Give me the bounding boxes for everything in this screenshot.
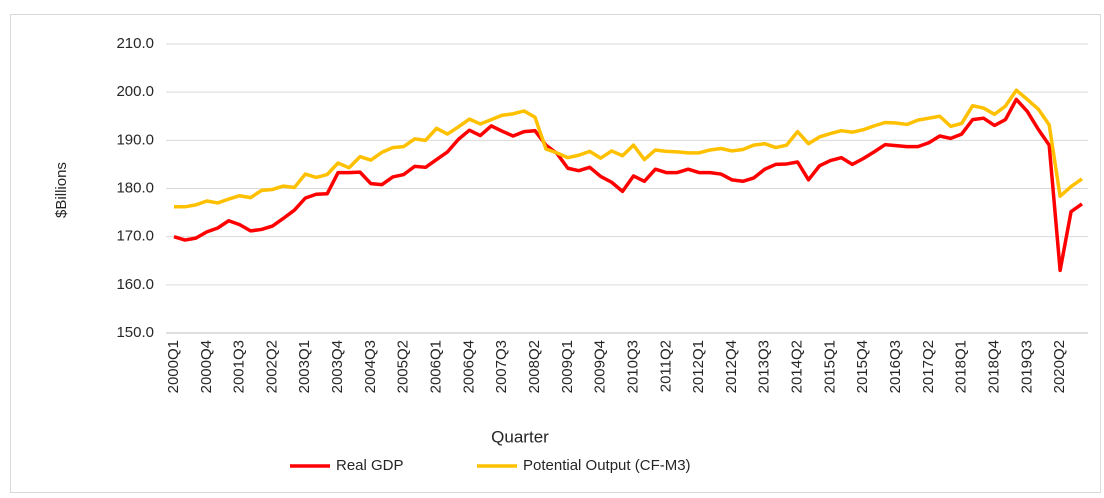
y-tick-label: 160.0 [116,276,154,293]
x-tick-label: 2006Q4 [460,340,477,393]
x-tick-label: 2001Q3 [231,340,248,393]
x-tick-label: 2012Q4 [723,340,740,393]
x-tick-label: 2003Q1 [296,340,313,393]
x-tick-label: 2013Q3 [756,340,773,393]
x-tick-label: 2016Q3 [887,340,904,393]
x-tick-label: 2009Q1 [559,340,576,393]
x-tick-label: 2000Q4 [198,340,215,393]
y-tick-label: 170.0 [116,228,154,245]
legend-label: Real GDP [336,457,404,474]
x-tick-label: 2012Q1 [690,340,707,393]
series-line [174,88,1084,209]
legend-label: Potential Output (CF-M3) [523,457,691,474]
x-tick-label: 2019Q3 [1018,340,1035,393]
x-tick-label: 2002Q2 [263,340,280,393]
x-tick-label: 2014Q2 [789,340,806,393]
y-tick-label: 200.0 [116,83,154,100]
y-tick-label: 180.0 [116,179,154,196]
x-axis-title: Quarter [491,427,549,446]
x-tick-label: 2008Q2 [526,340,543,393]
x-tick-label: 2000Q1 [165,340,182,393]
x-tick-label: 2018Q4 [985,340,1002,393]
x-tick-label: 2015Q1 [821,340,838,393]
chart-frame [10,14,1101,493]
y-axis-title: $Billions [53,162,70,218]
x-tick-label: 2015Q4 [854,340,871,393]
x-tick-label: 2007Q3 [493,340,510,393]
x-tick-label: 2020Q2 [1051,340,1068,393]
x-tick-label: 2009Q4 [592,340,609,393]
x-tick-label: 2006Q1 [428,340,445,393]
x-tick-label: 2011Q2 [657,340,674,392]
x-tick-label: 2004Q3 [362,340,379,393]
y-tick-label: 150.0 [116,324,154,341]
x-tick-label: 2005Q2 [395,340,412,393]
x-tick-label: 2018Q1 [953,340,970,393]
y-tick-label: 210.0 [116,35,154,52]
series-line [173,97,1084,273]
x-tick-label: 2017Q2 [920,340,937,393]
x-tick-label: 2003Q4 [329,340,346,393]
x-tick-label: 2010Q3 [624,340,641,393]
y-tick-label: 190.0 [116,131,154,148]
